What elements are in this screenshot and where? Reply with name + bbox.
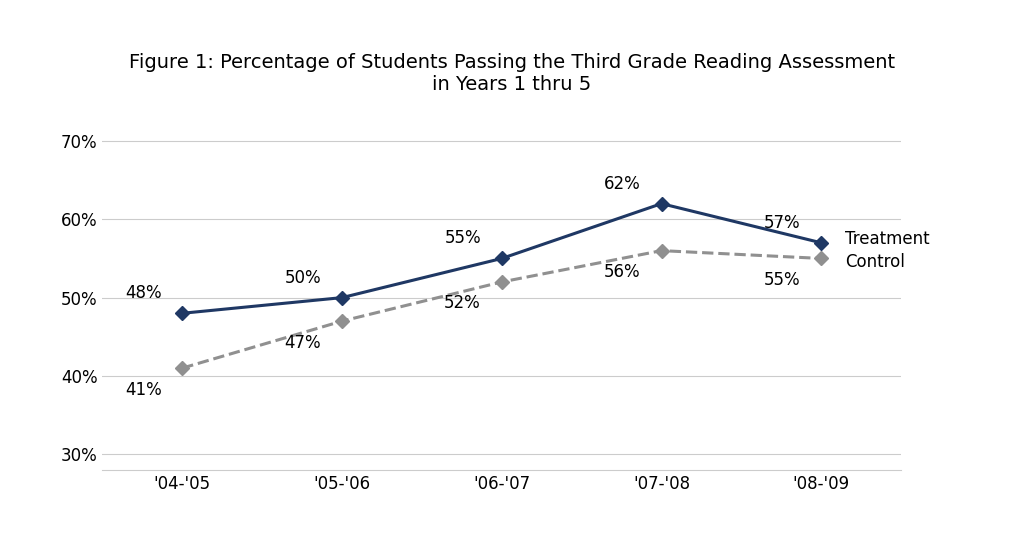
Text: 55%: 55% xyxy=(444,230,481,247)
Text: 62%: 62% xyxy=(604,175,641,193)
Text: 50%: 50% xyxy=(285,269,322,287)
Text: 52%: 52% xyxy=(444,294,481,312)
Text: 47%: 47% xyxy=(285,334,322,352)
Text: Treatment: Treatment xyxy=(845,230,930,248)
Text: 55%: 55% xyxy=(764,271,801,289)
Text: 57%: 57% xyxy=(764,214,801,232)
Text: Figure 1: Percentage of Students Passing the Third Grade Reading Assessment
in Y: Figure 1: Percentage of Students Passing… xyxy=(129,53,895,95)
Text: 56%: 56% xyxy=(604,263,641,281)
Text: 41%: 41% xyxy=(125,381,162,399)
Text: 48%: 48% xyxy=(125,284,162,302)
Text: Control: Control xyxy=(845,253,905,271)
